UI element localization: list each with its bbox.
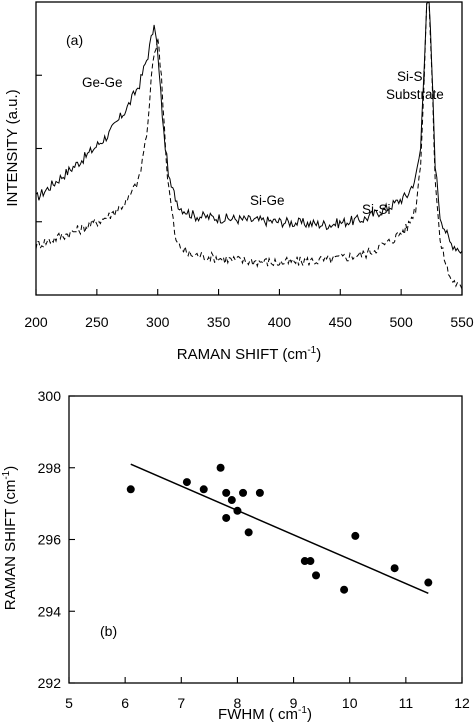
panel-b-x-tick-label: 5 <box>65 695 73 711</box>
data-point <box>244 528 253 537</box>
panel-a: 200 250 300 350 400 450 500 550 (a) Ge-Ge Si-Ge… <box>4 1 474 363</box>
panel-b-x-tick-label: 8 <box>234 695 242 711</box>
data-point <box>216 463 225 472</box>
data-point <box>306 557 315 566</box>
annotation-ge-ge: Ge-Ge <box>82 75 123 90</box>
annotation-si-si: Si-Si <box>362 202 391 217</box>
dashed-spectrum-line <box>35 1 463 290</box>
annotation-si-ge: Si-Ge <box>250 193 285 208</box>
panel-b-y-tick-label: 296 <box>38 532 62 548</box>
panel-a-x-tick-label: 450 <box>329 314 353 330</box>
panel-a-x-tick-label: 500 <box>389 314 413 330</box>
data-point <box>424 578 433 587</box>
panel-b-x-ticks: 5 6 7 8 9 10 11 12 <box>65 677 470 711</box>
panel-b-label: (b) <box>100 623 117 639</box>
panel-a-x-tick-label: 200 <box>24 314 48 330</box>
panel-b-x-tick-label: 9 <box>290 695 298 711</box>
panel-b-x-tick-label: 11 <box>399 695 414 711</box>
panel-a-x-tick-label: 350 <box>207 314 231 330</box>
panel-a-x-tick-label: 550 <box>450 314 474 330</box>
data-point <box>239 488 248 497</box>
panel-a-x-axis-title: RAMAN SHIFT (cm-1) <box>177 345 321 363</box>
panel-b-y-tick-label: 294 <box>38 603 62 619</box>
regression-line <box>130 463 429 595</box>
data-point <box>340 585 349 594</box>
data-point <box>233 506 242 515</box>
data-point <box>182 478 191 487</box>
panel-b-x-tick-label: 12 <box>454 695 470 711</box>
annotation-si-si-substrate-line1: Si-Si <box>397 69 426 84</box>
panel-a-x-tick-label: 250 <box>85 314 109 330</box>
data-point <box>300 557 309 566</box>
data-point <box>227 496 236 505</box>
panel-b-frame <box>68 395 463 684</box>
panel-b-y-tick-label: 298 <box>38 460 62 476</box>
panel-b-y-ticks: 292 294 296 298 300 <box>38 388 75 691</box>
data-point <box>312 571 321 580</box>
panel-b-x-axis-title: FWHM ( cm-1) <box>218 705 312 723</box>
panel-a-x-tick-label: 300 <box>146 314 170 330</box>
panel-a-y-axis-title: INTENSITY (a.u.) <box>4 89 21 206</box>
solid-spectrum-line <box>35 1 463 254</box>
panel-a-frame <box>35 1 463 296</box>
data-point <box>351 531 360 540</box>
panel-b-y-axis-title: RAMAN SHIFT (cm-1) <box>1 466 19 610</box>
panel-a-label: (a) <box>66 32 83 48</box>
panel-b-x-tick-label: 10 <box>342 695 358 711</box>
data-point <box>126 485 135 494</box>
annotation-si-si-substrate-line2: Substrate <box>386 87 444 102</box>
panel-b-fit <box>130 463 429 595</box>
panel-a-x-tick-label: 400 <box>268 314 292 330</box>
data-point <box>255 488 264 497</box>
panel-b-x-tick-label: 6 <box>121 695 129 711</box>
panel-b-y-tick-label: 292 <box>38 675 62 691</box>
panel-a-x-ticks: 200 250 300 350 400 450 500 550 <box>24 289 474 330</box>
data-point <box>222 488 231 497</box>
panel-a-series <box>35 1 463 290</box>
panel-b: 292 294 296 298 300 5 6 7 8 9 10 11 12 (b) RAMAN SH… <box>1 388 470 723</box>
data-point <box>199 485 208 494</box>
panel-a-y-ticks <box>36 74 42 223</box>
data-point <box>390 564 399 573</box>
data-point <box>222 513 231 522</box>
panel-b-x-tick-label: 7 <box>177 695 185 711</box>
panel-b-y-tick-label: 300 <box>38 388 62 404</box>
panel-b-points <box>126 463 433 594</box>
